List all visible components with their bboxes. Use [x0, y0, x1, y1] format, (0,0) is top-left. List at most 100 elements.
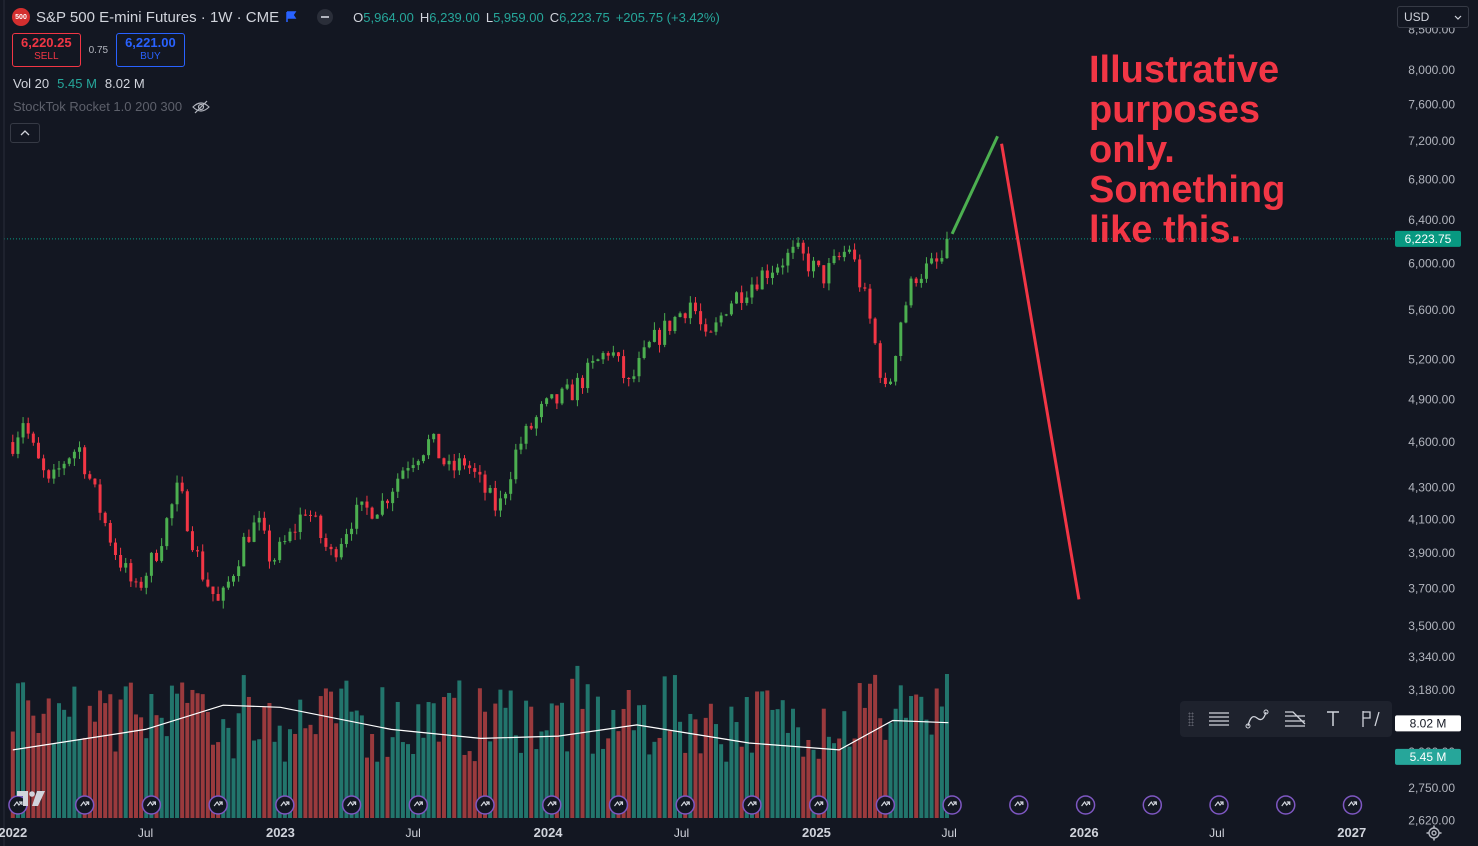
pattern-tool-icon[interactable]: [1358, 706, 1384, 732]
candle-body: [776, 267, 780, 273]
hidden-eye-icon[interactable]: [192, 100, 210, 114]
volume-bar: [580, 708, 585, 818]
tradingview-logo-icon[interactable]: [16, 788, 46, 808]
event-marker-icon[interactable]: [208, 795, 228, 815]
candle-body: [303, 514, 307, 516]
drag-handle-icon[interactable]: [1188, 712, 1194, 726]
ohlc-close-key: C: [549, 9, 560, 25]
candle-body: [160, 546, 164, 561]
symbol-title[interactable]: S&P 500 E-mini Futures · 1W · CME: [36, 8, 280, 26]
candle-body: [391, 491, 395, 504]
price-axis[interactable]: 8,500.008,000.007,600.007,200.006,800.00…: [1408, 22, 1455, 827]
curve-tool-icon[interactable]: [1244, 706, 1270, 732]
volume-bar: [185, 702, 190, 818]
volume-bar: [780, 700, 785, 818]
price-tick-label: 3,180.00: [1408, 683, 1455, 697]
event-marker-icon[interactable]: [675, 795, 695, 815]
event-marker-icon[interactable]: [475, 795, 495, 815]
volume-bar: [606, 738, 611, 818]
volume-bar: [159, 717, 164, 818]
event-marker-icon[interactable]: [74, 795, 95, 815]
event-marker-icon[interactable]: [1009, 795, 1029, 815]
event-marker-icon[interactable]: [742, 795, 762, 815]
text-tool-icon[interactable]: [1320, 706, 1346, 732]
candle-body: [211, 586, 215, 594]
volume-legend[interactable]: Vol 20 5.45 M 8.02 M: [13, 76, 145, 91]
candle-body: [31, 433, 35, 443]
volume-bar: [647, 754, 652, 818]
candle-body: [129, 563, 133, 582]
buy-button[interactable]: 6,221.00 BUY: [116, 33, 185, 67]
symbol-logo[interactable]: 500: [12, 8, 30, 26]
event-marker-icon[interactable]: [1075, 795, 1096, 815]
candle-body: [478, 471, 482, 475]
event-marker-ring: [675, 795, 695, 815]
candle-body: [108, 523, 112, 543]
event-marker-glyph: [680, 800, 690, 807]
projection-lines[interactable]: [950, 135, 1081, 600]
annotation-text[interactable]: Illustrative purposes only. Something li…: [1089, 49, 1286, 251]
volume-bar: [303, 728, 308, 818]
price-tick-label: 2,620.00: [1408, 813, 1455, 827]
candle-body: [375, 514, 379, 519]
volume-bar: [313, 734, 318, 818]
candle-body: [919, 278, 923, 284]
volume-bar: [123, 686, 128, 818]
event-marker-glyph: [347, 800, 357, 807]
event-marker-icon[interactable]: [1342, 795, 1363, 815]
drawing-toolbar[interactable]: [1180, 701, 1392, 737]
candle-body: [899, 322, 903, 356]
candle-body: [894, 355, 898, 382]
candle-body: [940, 258, 944, 262]
event-marker-icon[interactable]: [275, 795, 295, 815]
event-marker-icon[interactable]: [875, 795, 896, 815]
volume-bar: [344, 680, 349, 818]
candle-body: [273, 560, 277, 562]
event-marker-icon[interactable]: [141, 795, 162, 815]
event-marker-icon[interactable]: [808, 795, 829, 815]
candle-body: [493, 487, 497, 511]
volume-bar: [329, 691, 334, 818]
volume-bar: [852, 738, 857, 818]
fib-tool-icon[interactable]: [1282, 706, 1308, 732]
settings-gear-icon[interactable]: [1426, 825, 1442, 841]
volume-bar: [298, 699, 303, 818]
event-marker-icon[interactable]: [341, 795, 362, 815]
price-tick-label: 6,800.00: [1408, 172, 1455, 186]
candle-body: [663, 320, 667, 345]
candle-body: [930, 258, 934, 264]
volume-bar: [652, 741, 657, 818]
sell-button[interactable]: 6,220.25 SELL: [12, 33, 81, 67]
volume-bar: [939, 706, 944, 818]
currency-select[interactable]: USD: [1397, 6, 1469, 28]
event-markers[interactable]: [8, 795, 1363, 815]
candle-body: [452, 460, 456, 471]
event-marker-icon[interactable]: [1142, 795, 1163, 815]
volume-bar: [175, 693, 180, 818]
lines-tool-icon[interactable]: [1206, 706, 1232, 732]
candle-body: [693, 302, 697, 312]
event-marker-icon[interactable]: [1275, 795, 1296, 815]
volume-bar: [87, 705, 92, 818]
candle-body: [652, 329, 656, 342]
collapse-indicators-button[interactable]: [10, 123, 40, 143]
candle-body: [473, 468, 477, 472]
ohlc-change: +205.75 (+3.42%): [615, 9, 720, 25]
indicator-legend[interactable]: StockTok Rocket 1.0 200 300: [13, 99, 210, 114]
volume-bar: [878, 718, 883, 818]
event-marker-ring: [341, 795, 362, 815]
volume-bar: [231, 758, 236, 818]
event-marker-icon[interactable]: [541, 795, 562, 815]
flag-icon[interactable]: [285, 11, 297, 23]
event-marker-ring: [1275, 795, 1296, 815]
candle-body: [237, 566, 241, 577]
event-marker-icon[interactable]: [1209, 795, 1229, 815]
event-marker-icon[interactable]: [942, 795, 962, 815]
collapse-legend-icon[interactable]: [317, 9, 334, 25]
event-marker-icon[interactable]: [608, 795, 629, 815]
time-axis[interactable]: 2022 Jul 2023 Jul 2024 Jul 2025 Jul 2026 Jul 2027: [0, 825, 1366, 840]
event-marker-icon[interactable]: [408, 795, 429, 815]
volume-bar: [452, 697, 457, 818]
volume-bar: [277, 725, 282, 818]
